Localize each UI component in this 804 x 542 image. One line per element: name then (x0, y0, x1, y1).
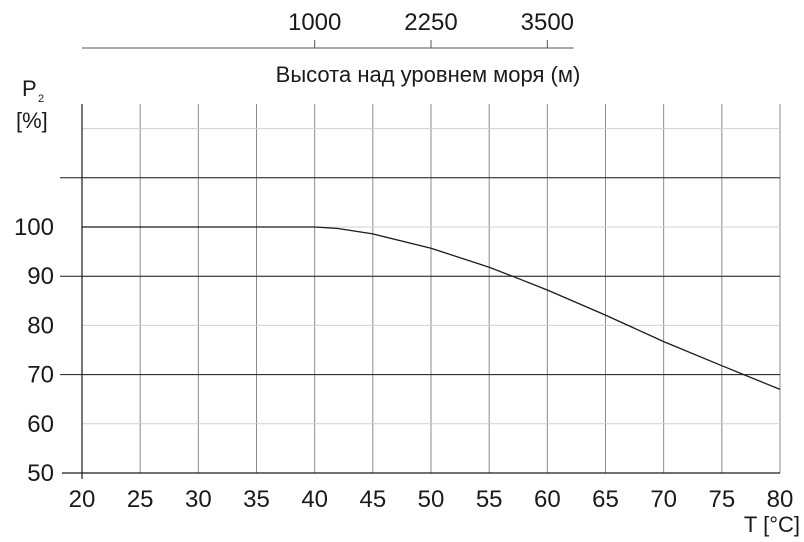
x-tick-label: 40 (301, 486, 328, 513)
top-axis-tick-label: 3500 (521, 9, 574, 36)
x-tick-label: 25 (127, 486, 154, 513)
major-grid (60, 177, 780, 376)
series-line (82, 226, 781, 391)
x-tick-label: 50 (418, 486, 445, 513)
minor-grid (82, 104, 781, 474)
y-tick-label: 100 (14, 214, 54, 241)
series-layer (82, 226, 781, 391)
y-tick-label: 50 (27, 460, 54, 487)
y-tick-label: 70 (27, 362, 54, 389)
x-tick-label: 70 (650, 486, 677, 513)
x-tick-label: 75 (708, 486, 735, 513)
x-tick-label: 20 (69, 486, 96, 513)
top-axis-tick-label: 1000 (288, 9, 341, 36)
top-axis-tick-label: 2250 (404, 9, 457, 36)
y-tick-label: 80 (27, 312, 54, 339)
top-altitude-axis: 1000 2250 3500 (82, 9, 574, 49)
x-tick-label: 30 (185, 486, 212, 513)
y-axis-label: P (22, 76, 37, 101)
y-tick-label: 90 (27, 263, 54, 290)
top-axis-label: Высота над уровнем моря (м) (276, 62, 581, 87)
x-tick-label: 35 (243, 486, 270, 513)
x-tick-labels: 20 25 30 35 40 45 50 55 60 65 70 75 80 (69, 486, 794, 513)
x-axis-label: T [°C] (744, 512, 800, 537)
x-tick-label: 65 (592, 486, 619, 513)
y-axis-unit-label: [%] (16, 108, 48, 133)
x-tick-label: 80 (767, 486, 794, 513)
x-tick-label: 45 (359, 486, 386, 513)
y-tick-labels: 50 60 70 80 90 100 (14, 214, 54, 487)
y-tick-label: 60 (27, 411, 54, 438)
axes (62, 104, 780, 479)
x-tick-label: 60 (534, 486, 561, 513)
y-axis-label-subscript: 2 (38, 93, 44, 105)
x-tick-label: 55 (476, 486, 503, 513)
